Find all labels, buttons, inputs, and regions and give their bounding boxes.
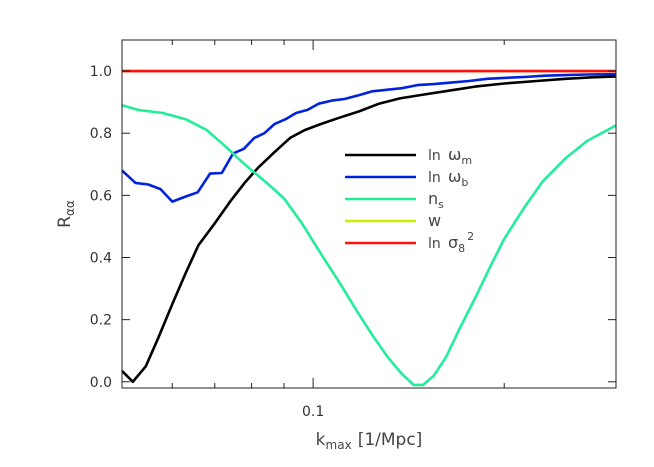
x-axis-label-unit: [1/Mpc] <box>358 430 423 450</box>
x-axis-label-sub: max <box>326 438 352 452</box>
legend-label: ln σ82 <box>428 230 474 255</box>
legend-item-2: ns <box>345 189 444 211</box>
plot-frame <box>121 39 617 389</box>
y-axis-label-main: R <box>55 216 75 228</box>
legend-item-4: ln σ82 <box>345 230 474 255</box>
x-tick-label-0: 0.1 <box>302 404 324 420</box>
y-axis: 0.0 0.2 0.4 0.6 0.8 1.0 <box>90 64 616 391</box>
y-axis-label-sub: αα <box>63 200 77 216</box>
x-axis-label-main: k <box>316 430 326 450</box>
series-line-1 <box>122 72 616 203</box>
y-axis-label: Rαα <box>55 200 77 228</box>
y-tick-label-2: 0.4 <box>90 251 112 267</box>
y-tick-label-0: 0.0 <box>90 375 112 391</box>
series-line-0 <box>122 75 616 384</box>
legend-label: ln ωb <box>428 167 468 189</box>
y-tick-label-5: 1.0 <box>90 64 112 80</box>
y-tick-label-4: 0.8 <box>90 126 112 142</box>
legend-label: ln ωm <box>428 145 472 167</box>
legend-item-0: ln ωm <box>345 145 472 167</box>
plot-lines <box>122 69 616 387</box>
y-tick-label-3: 0.6 <box>90 188 112 204</box>
x-axis: 0.1 <box>171 40 505 420</box>
series-line-2 <box>122 104 616 387</box>
legend-item-3: w <box>345 211 441 230</box>
legend-item-1: ln ωb <box>345 167 468 189</box>
legend-label: w <box>428 211 441 230</box>
y-tick-label-1: 0.2 <box>90 313 112 329</box>
legend-label: ns <box>428 189 444 211</box>
x-axis-label: kmax [1/Mpc] <box>316 430 423 452</box>
